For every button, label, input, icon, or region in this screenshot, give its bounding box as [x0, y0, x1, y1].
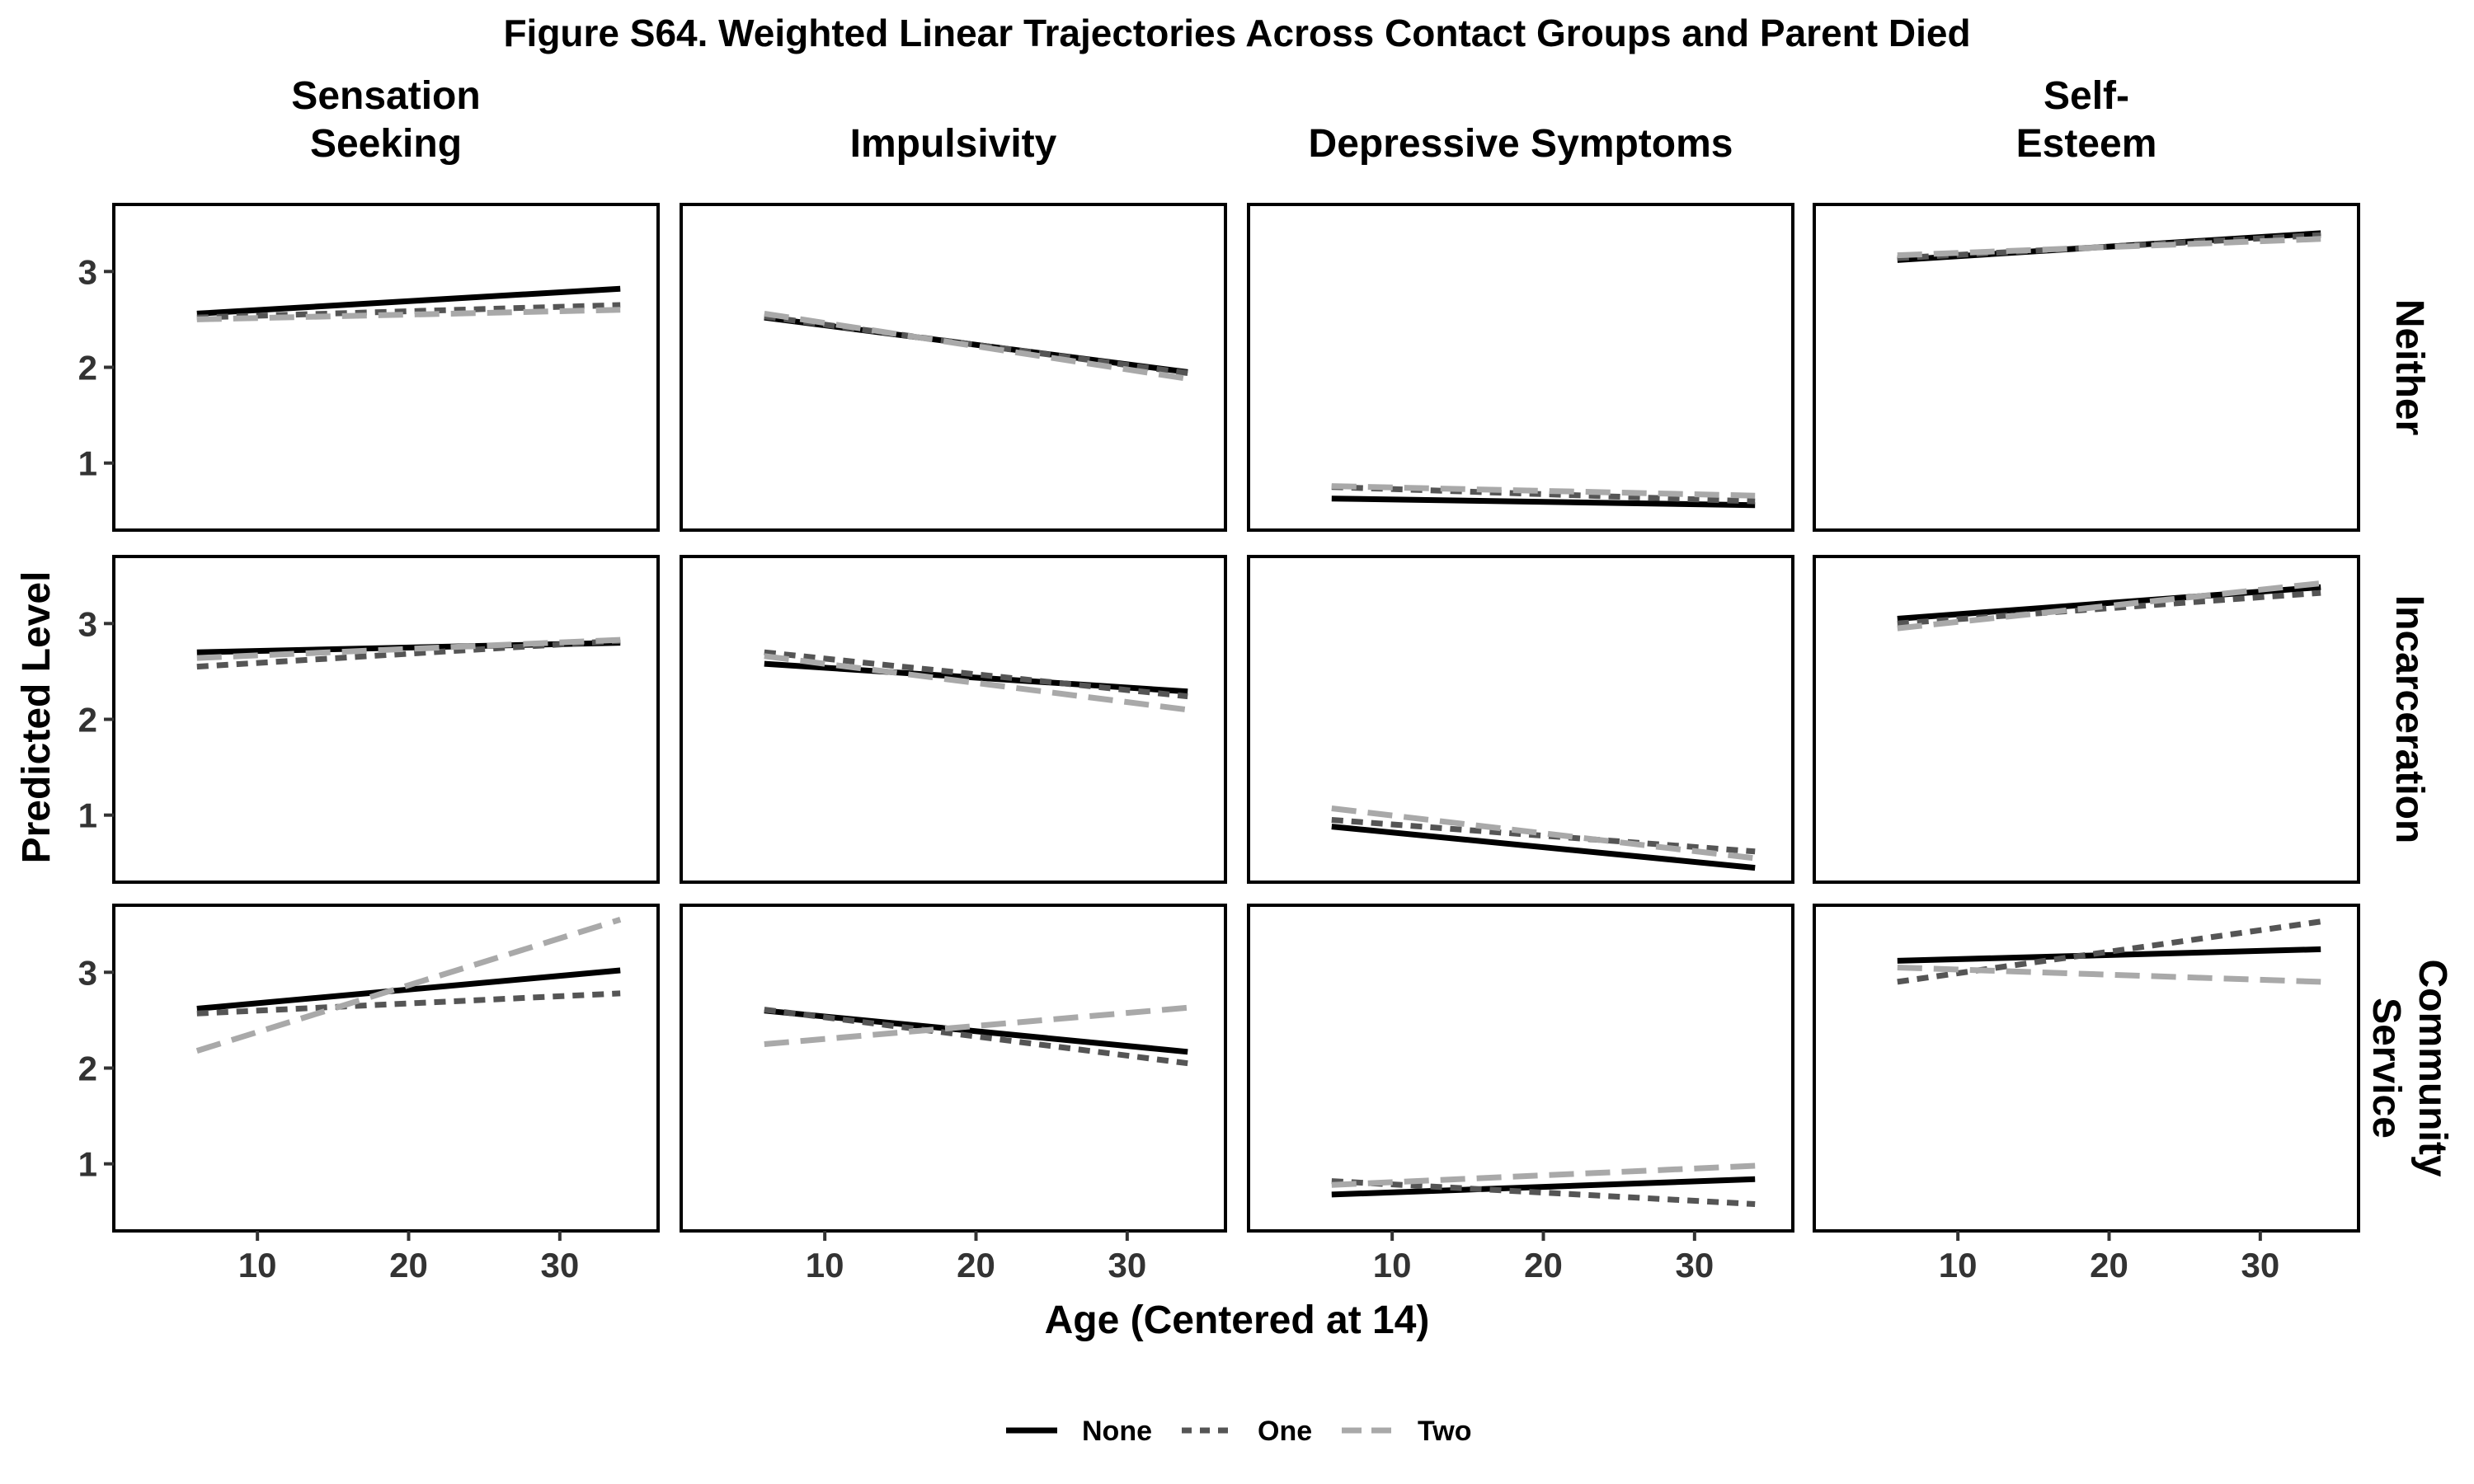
series-line-one	[1897, 918, 2321, 985]
panel-r2-c0	[112, 904, 660, 1233]
column-label: Sensation Seeking	[291, 74, 480, 166]
panel-r0-c0	[112, 203, 660, 532]
series-line-none	[764, 1007, 1188, 1055]
row-label: CommunityService	[2364, 960, 2454, 1177]
x-tick-label: 30	[1675, 1246, 1714, 1284]
y-axis-label: Predicted Level	[15, 571, 59, 864]
panel-r1-c1	[680, 555, 1227, 884]
panel-r2-c2	[1247, 904, 1794, 1233]
panel-grid	[112, 203, 2360, 1233]
y-tick-label: 3	[78, 252, 97, 291]
series-line-one	[1331, 817, 1756, 855]
legend-label: Two	[1418, 1416, 1471, 1447]
column-strip-labels: Sensation Seeking Impulsivity Depressive Sy…	[291, 74, 2157, 166]
svg-text:Neither: Neither	[2387, 299, 2431, 435]
series-line-one	[196, 302, 621, 321]
x-tick-label: 20	[2090, 1246, 2128, 1284]
panel-border	[112, 203, 660, 532]
x-tick-label: 20	[389, 1246, 428, 1284]
series-line-none	[196, 967, 621, 1012]
panel-r1-c0	[112, 555, 660, 884]
column-label: Impulsivity	[850, 122, 1057, 166]
svg-text:CommunityService: CommunityService	[2364, 960, 2454, 1177]
row-label: Incarceration	[2387, 595, 2431, 843]
x-axis: 10 20 30 10 20 30 10 20 30 10 20 30	[238, 1231, 2279, 1284]
legend-label: One	[1258, 1416, 1312, 1447]
chart-title: Figure S64. Weighted Linear Trajectories…	[503, 12, 1970, 54]
y-tick-label: 2	[78, 349, 97, 387]
series-line-none	[1331, 495, 1756, 509]
row-strip-labels: Neither Incarceration CommunityService	[2364, 299, 2454, 1177]
series-line-none	[1897, 584, 2321, 622]
legend: None One Two	[1006, 1416, 1471, 1447]
series-line-none	[764, 314, 1188, 375]
panel-r2-c1	[680, 904, 1227, 1233]
panel-border	[112, 555, 660, 884]
column-label: Depressive Symptoms	[1309, 122, 1733, 166]
panel-r2-c3	[1813, 904, 2360, 1233]
x-tick-label: 10	[806, 1246, 844, 1284]
legend-item-two: Two	[1342, 1416, 1471, 1447]
legend-label: None	[1082, 1416, 1152, 1447]
panel-r1-c2	[1247, 555, 1794, 884]
panel-border	[680, 555, 1227, 884]
series-line-one	[196, 990, 621, 1017]
series-line-none	[196, 640, 621, 655]
y-tick-label: 1	[78, 796, 97, 835]
y-tick-label: 1	[78, 1145, 97, 1184]
row-label: Neither	[2387, 299, 2431, 435]
y-axis: 1 2 3 1 2 3 1 2 3	[78, 252, 114, 1184]
y-tick-label: 3	[78, 953, 97, 992]
x-tick-label: 20	[957, 1246, 995, 1284]
panel-border	[1247, 203, 1794, 532]
column-label: Self-Esteem	[2016, 74, 2157, 166]
y-tick-label: 3	[78, 604, 97, 643]
x-axis-label: Age (Centered at 14)	[1045, 1298, 1430, 1342]
panel-r0-c1	[680, 203, 1227, 532]
panel-border	[1813, 203, 2360, 532]
panel-border	[680, 904, 1227, 1233]
series-line-one	[1897, 232, 2321, 261]
series-line-none	[1331, 824, 1756, 871]
series-line-none	[1897, 946, 2321, 964]
series-line-one	[1331, 1178, 1756, 1207]
y-tick-label: 2	[78, 701, 97, 740]
svg-text:Incarceration: Incarceration	[2387, 595, 2431, 843]
x-tick-label: 30	[540, 1246, 579, 1284]
legend-item-one: One	[1182, 1416, 1312, 1447]
y-tick-label: 1	[78, 444, 97, 483]
series-line-two	[195, 917, 622, 1054]
panel-border	[112, 904, 660, 1233]
series-line-none	[764, 660, 1188, 695]
x-tick-label: 20	[1524, 1246, 1563, 1284]
x-tick-label: 10	[1373, 1246, 1412, 1284]
y-tick-label: 2	[78, 1050, 97, 1088]
x-tick-label: 10	[1939, 1246, 1978, 1284]
x-tick-label: 30	[1108, 1246, 1146, 1284]
panel-r1-c3	[1813, 555, 2360, 884]
panel-r0-c3	[1813, 203, 2360, 532]
x-tick-label: 30	[2241, 1246, 2279, 1284]
panel-r0-c2	[1247, 203, 1794, 532]
legend-item-none: None	[1006, 1416, 1152, 1447]
series-line-one	[1331, 484, 1756, 505]
x-tick-label: 10	[238, 1246, 277, 1284]
series-line-none	[196, 285, 621, 317]
series-line-none	[1331, 1176, 1756, 1198]
series-line-one	[196, 637, 621, 670]
series-line-one	[1897, 589, 2321, 627]
